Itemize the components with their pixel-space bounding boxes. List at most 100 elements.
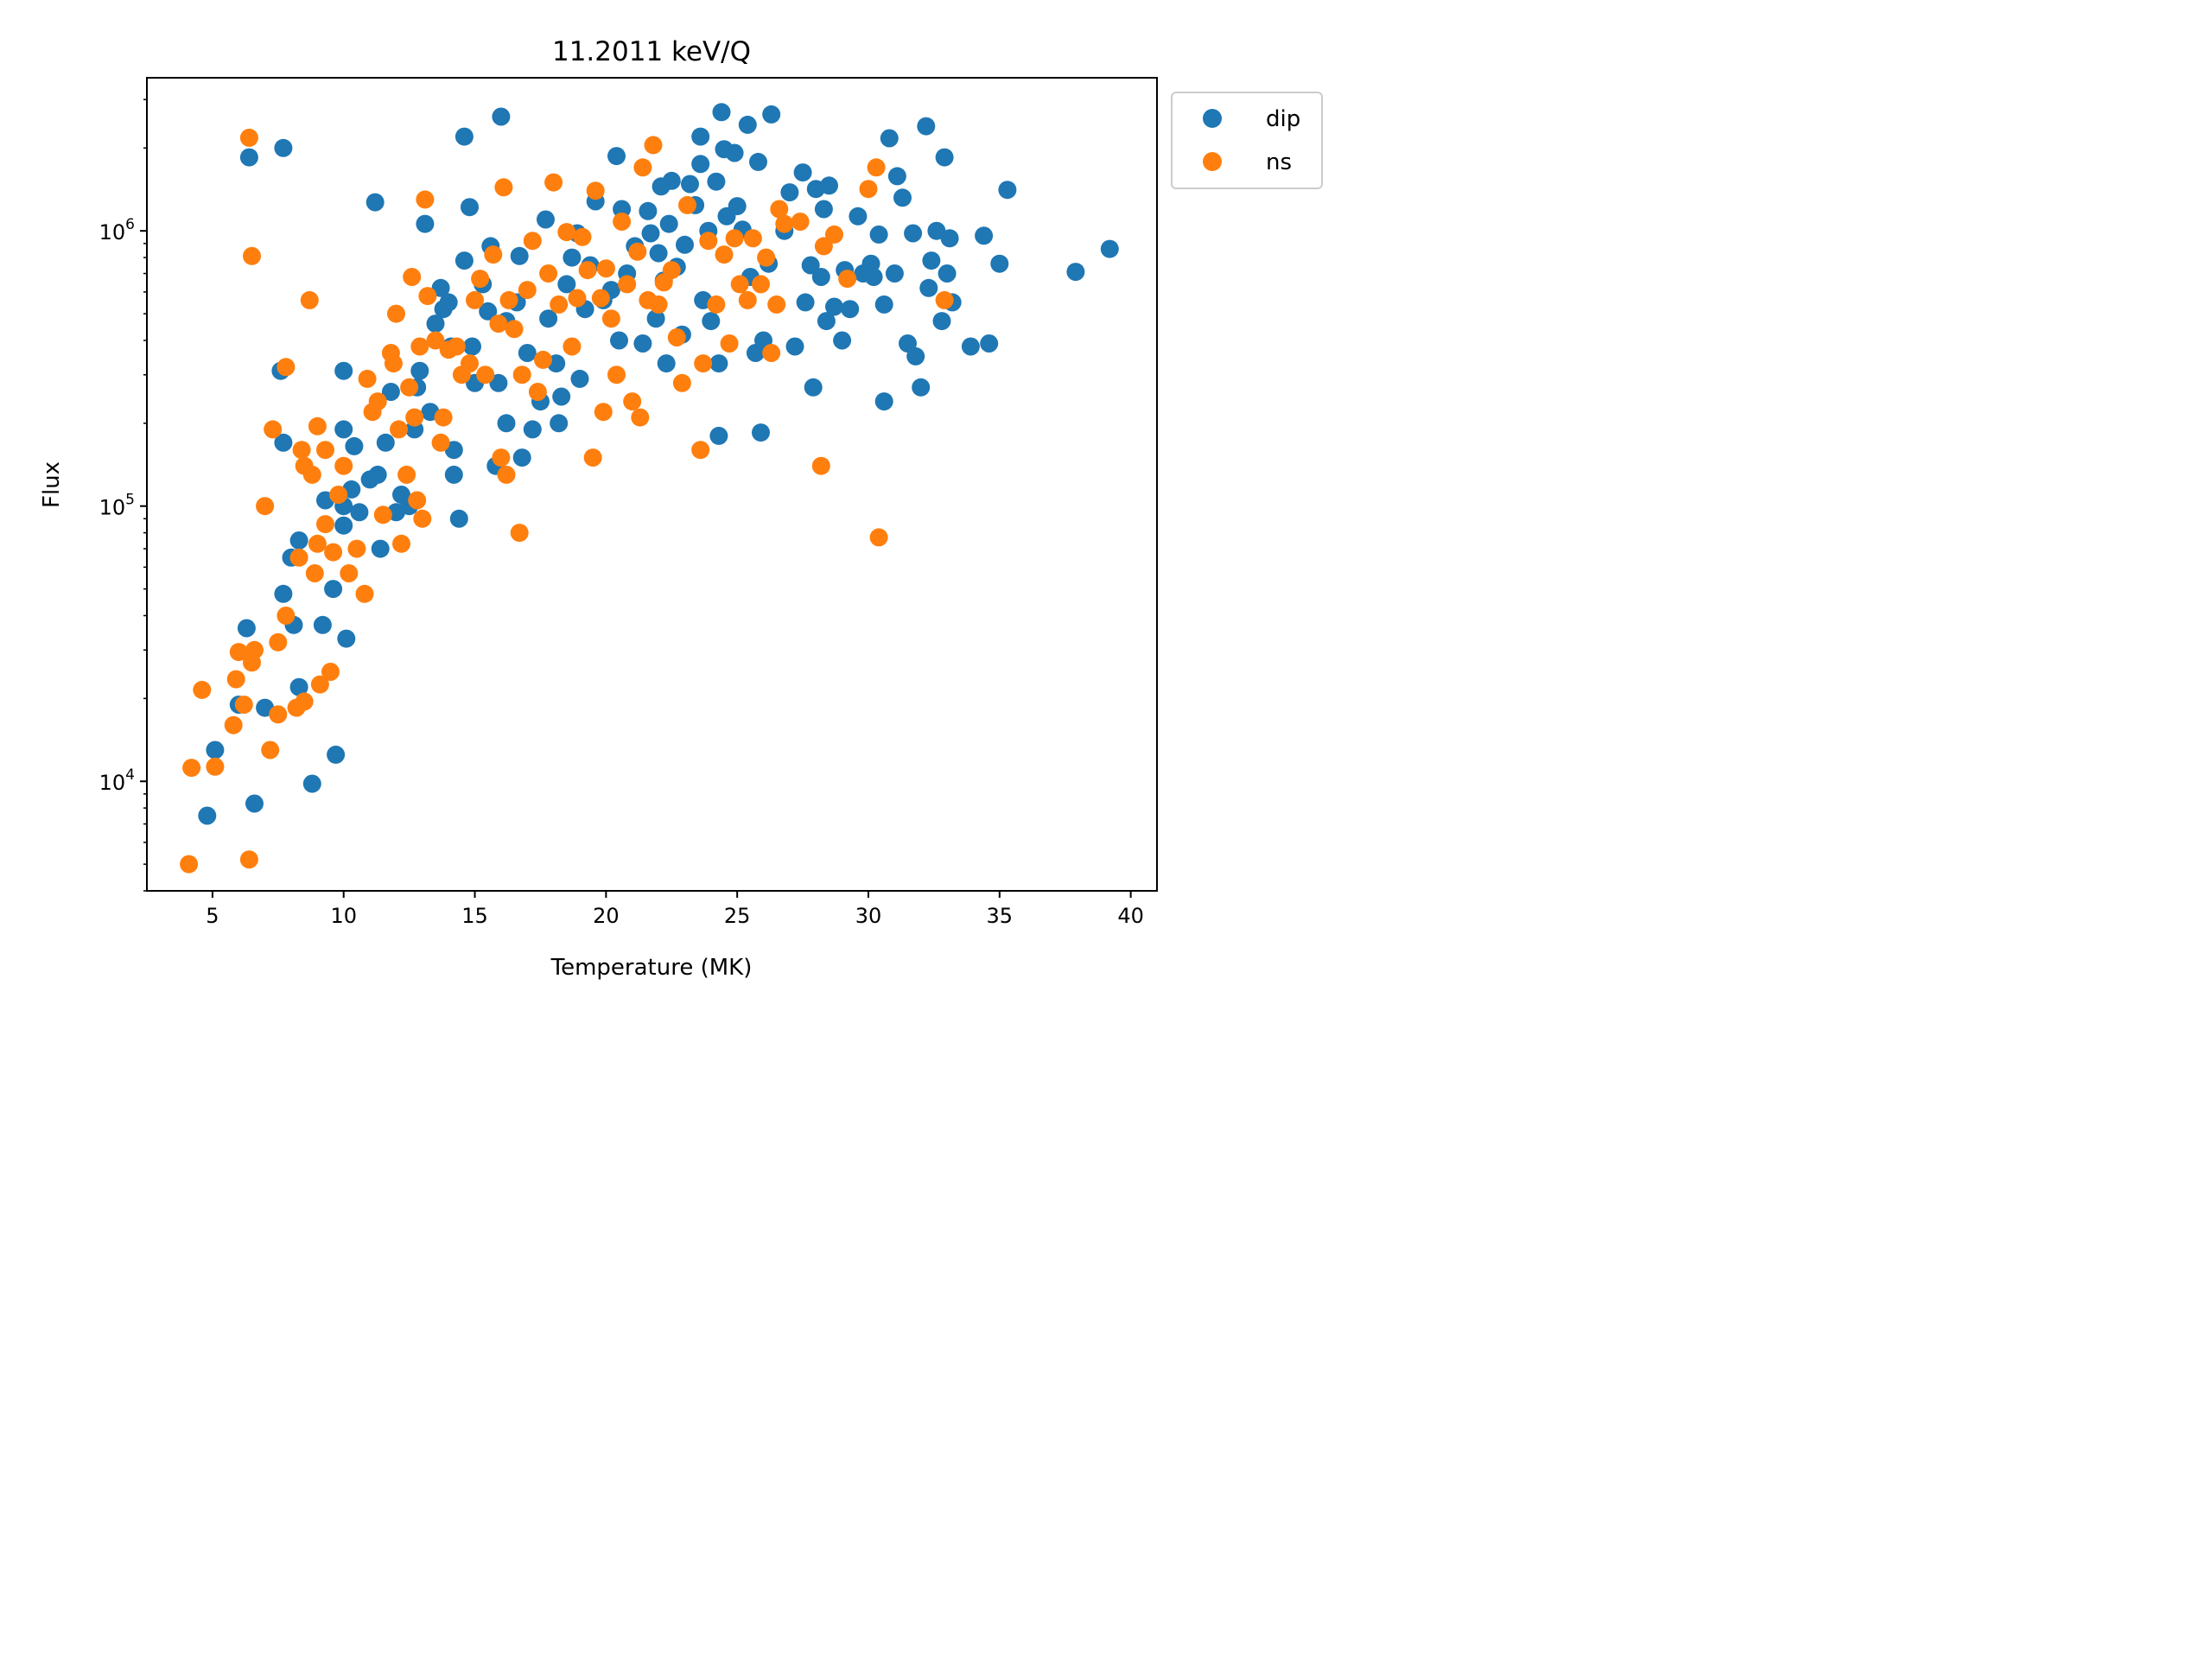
- point-dip-170: [1066, 263, 1085, 282]
- point-dip-166: [975, 226, 994, 245]
- point-ns-56: [416, 190, 435, 209]
- point-dip-107: [702, 312, 721, 331]
- legend-marker-ns: [1203, 152, 1222, 171]
- y-axis-label: Flux: [39, 461, 65, 508]
- chart-title: 11.2011 keV/Q: [552, 36, 751, 67]
- point-ns-70: [492, 448, 511, 467]
- point-ns-13: [256, 497, 275, 516]
- point-dip-83: [607, 147, 626, 166]
- point-ns-54: [410, 337, 429, 356]
- point-dip-110: [709, 426, 728, 445]
- point-dip-165: [961, 337, 980, 356]
- point-ns-50: [400, 378, 419, 397]
- point-ns-27: [305, 564, 324, 582]
- point-ns-76: [512, 365, 531, 385]
- point-ns-104: [649, 295, 668, 314]
- point-ns-123: [767, 295, 786, 314]
- point-ns-94: [601, 309, 620, 328]
- point-ns-15: [264, 420, 283, 439]
- point-dip-26: [345, 436, 364, 455]
- point-ns-93: [596, 259, 615, 278]
- point-ns-117: [730, 275, 749, 294]
- point-dip-171: [1100, 239, 1119, 258]
- point-dip-15: [302, 774, 321, 793]
- point-ns-116: [725, 229, 744, 248]
- point-dip-14: [289, 531, 308, 550]
- point-dip-27: [350, 503, 369, 522]
- point-ns-5: [226, 670, 245, 689]
- x-tick-label: 5: [206, 904, 219, 928]
- point-dip-1: [206, 741, 225, 760]
- point-dip-33: [381, 383, 400, 401]
- point-dip-3: [237, 619, 256, 638]
- point-dip-103: [691, 127, 710, 146]
- point-ns-26: [302, 465, 321, 484]
- point-ns-7: [234, 696, 253, 714]
- point-ns-91: [591, 289, 610, 308]
- point-ns-69: [489, 315, 508, 334]
- x-tick-label: 25: [724, 904, 751, 928]
- point-dip-96: [659, 214, 678, 233]
- point-dip-163: [940, 229, 959, 248]
- point-ns-90: [586, 181, 605, 200]
- point-ns-51: [403, 268, 422, 286]
- point-dip-29: [365, 193, 385, 212]
- point-dip-115: [728, 197, 747, 216]
- point-ns-100: [631, 408, 650, 427]
- point-dip-77: [570, 369, 589, 388]
- legend: dip ns: [1171, 92, 1323, 189]
- point-ns-53: [408, 491, 427, 510]
- point-dip-18: [324, 580, 343, 599]
- point-ns-129: [825, 225, 843, 244]
- point-ns-82: [544, 173, 563, 192]
- point-dip-13: [289, 677, 308, 696]
- point-dip-6: [239, 148, 258, 167]
- point-dip-128: [793, 163, 812, 182]
- point-ns-47: [390, 420, 408, 439]
- point-ns-118: [738, 290, 757, 309]
- point-ns-38: [347, 539, 366, 558]
- point-dip-130: [801, 256, 820, 275]
- point-dip-49: [449, 509, 468, 528]
- point-ns-88: [578, 261, 597, 280]
- point-dip-169: [998, 181, 1017, 200]
- x-tick-label: 10: [330, 904, 357, 928]
- point-dip-45: [439, 293, 458, 312]
- point-dip-117: [738, 115, 757, 134]
- point-ns-64: [461, 354, 479, 373]
- point-ns-132: [867, 158, 886, 177]
- point-ns-103: [644, 136, 663, 155]
- point-dip-136: [820, 176, 838, 195]
- point-dip-48: [444, 465, 463, 484]
- point-dip-104: [691, 155, 710, 174]
- point-dip-59: [489, 373, 508, 392]
- point-dip-138: [833, 331, 852, 350]
- point-ns-92: [594, 403, 613, 422]
- point-dip-140: [841, 300, 860, 319]
- point-ns-39: [355, 584, 374, 603]
- point-ns-128: [814, 237, 833, 256]
- point-dip-153: [904, 224, 923, 243]
- point-ns-55: [413, 509, 432, 528]
- point-dip-88: [633, 334, 652, 353]
- point-dip-135: [817, 312, 836, 331]
- point-ns-31: [316, 515, 334, 534]
- point-ns-73: [499, 290, 518, 309]
- point-ns-106: [662, 261, 681, 280]
- scatter-chart: 11.2011 keV/Q 5 10 15 20 25 30 35 40 104105106 …: [0, 0, 1349, 1013]
- point-dip-145: [869, 225, 888, 244]
- point-dip-31: [371, 539, 390, 558]
- x-tick-label: 20: [593, 904, 620, 928]
- point-ns-59: [431, 433, 450, 452]
- point-ns-11: [239, 128, 258, 147]
- point-ns-67: [476, 365, 495, 385]
- point-ns-43: [373, 505, 392, 524]
- point-ns-107: [667, 328, 686, 346]
- point-ns-49: [397, 465, 416, 484]
- point-ns-33: [321, 663, 340, 681]
- point-ns-124: [770, 200, 789, 219]
- point-ns-113: [707, 295, 726, 314]
- point-dip-141: [849, 207, 868, 226]
- point-dip-151: [893, 188, 912, 207]
- legend-label-ns: ns: [1266, 149, 1292, 175]
